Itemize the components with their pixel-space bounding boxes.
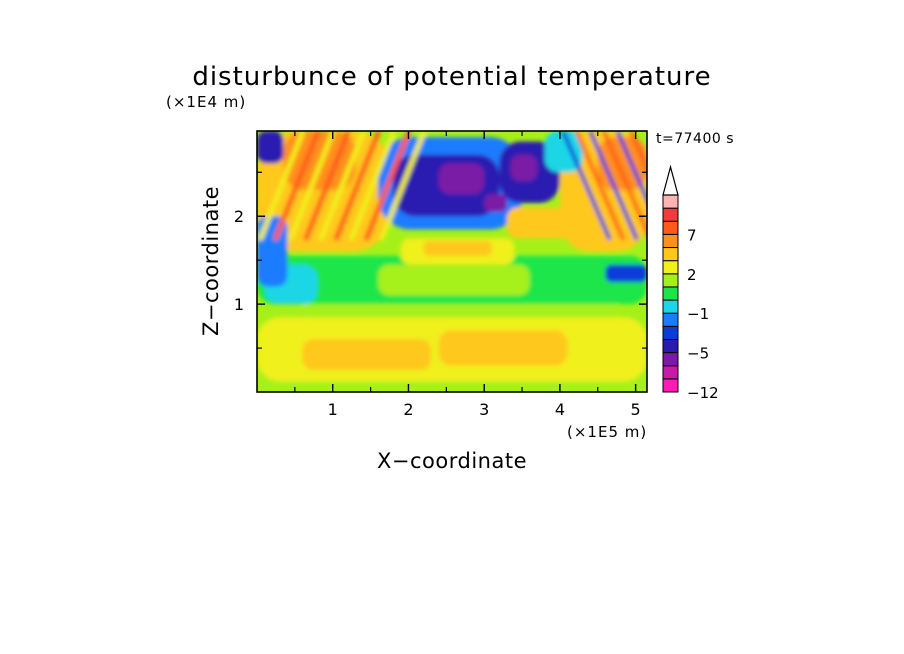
colorbar-segment — [662, 233, 679, 249]
x-unit-label: (×1E5 m) — [567, 423, 647, 441]
colorbar-label: −12 — [687, 384, 719, 402]
x-axis: 1 2 3 4 5 — [294, 131, 641, 419]
field-streak-left — [318, 131, 366, 241]
colorbar-segment — [662, 312, 679, 327]
temperature-field — [257, 131, 647, 392]
field-upper-middle-core-2 — [484, 194, 507, 212]
x-tick-label: 3 — [479, 400, 489, 419]
field-streak-right — [561, 131, 612, 241]
field-right-cold-streak — [605, 264, 647, 283]
chart-title: disturbunce of potential temperature — [192, 62, 711, 92]
field-streak-right — [602, 131, 647, 237]
field-streak-left — [349, 131, 396, 241]
colorbar-label: −5 — [687, 345, 709, 363]
colorbar-label: 7 — [687, 226, 697, 244]
colorbar-segment — [662, 260, 679, 275]
x-axis-label: X−coordinate — [377, 449, 527, 473]
colorbar-segment — [662, 273, 679, 288]
field-upper-middle-core — [438, 163, 485, 195]
colorbar-label: −1 — [687, 305, 709, 323]
time-label: t=77400 s — [656, 131, 734, 147]
field-streak-left — [258, 131, 305, 241]
y-axis: 12 — [234, 171, 647, 349]
y-unit-label: (×1E4 m) — [166, 93, 246, 111]
field-right-cool-top — [544, 131, 583, 173]
field-streak-left — [379, 131, 427, 241]
field-streak-right — [616, 131, 647, 205]
field-streak-left — [273, 131, 321, 241]
colorbar-segment — [662, 194, 679, 209]
colorbar-segment — [662, 352, 679, 367]
colorbar: 7 2 −1 −5 −12 — [662, 164, 719, 402]
field-streak-left — [364, 131, 411, 241]
colorbar-segment — [662, 378, 679, 393]
colorbar-segment — [662, 220, 679, 235]
colorbar-segment — [662, 338, 679, 354]
field-upper-left-cold — [257, 131, 284, 164]
colorbar-segment — [662, 365, 679, 380]
field-lower-warm-core-left — [302, 339, 432, 371]
plot-frame — [256, 130, 648, 393]
colorbar-extend-arrow — [662, 164, 679, 196]
field-bands — [257, 131, 647, 392]
field-streak-left — [303, 131, 351, 241]
y-tick-label: 1 — [234, 295, 244, 314]
field-streak-right — [629, 131, 647, 173]
y-tick-label: 2 — [234, 207, 244, 226]
colorbar-label: 2 — [687, 266, 697, 284]
x-tick-label: 5 — [631, 400, 641, 419]
field-mid-warm-patch — [378, 264, 530, 296]
colorbar-segment — [662, 207, 679, 222]
x-tick-label: 4 — [555, 400, 565, 419]
colorbar-segment — [662, 325, 679, 340]
field-lower-transition — [302, 304, 621, 318]
field-mid-upper-core — [423, 240, 492, 256]
colorbar-segment — [662, 247, 679, 262]
field-streak-right — [588, 131, 639, 241]
field-streak-left — [334, 131, 381, 241]
y-axis-label: Z−coordinate — [199, 186, 223, 336]
field-surface-layer — [257, 381, 647, 392]
colorbar-segment — [662, 299, 679, 314]
field-streak-left — [288, 131, 336, 241]
field-streak-right — [575, 131, 625, 241]
colorbar-segment — [662, 286, 679, 301]
x-tick-label: 1 — [328, 400, 338, 419]
field-upper-right-core — [510, 154, 538, 182]
x-tick-label: 2 — [403, 400, 413, 419]
field-lower-warm-core-right — [438, 330, 568, 366]
